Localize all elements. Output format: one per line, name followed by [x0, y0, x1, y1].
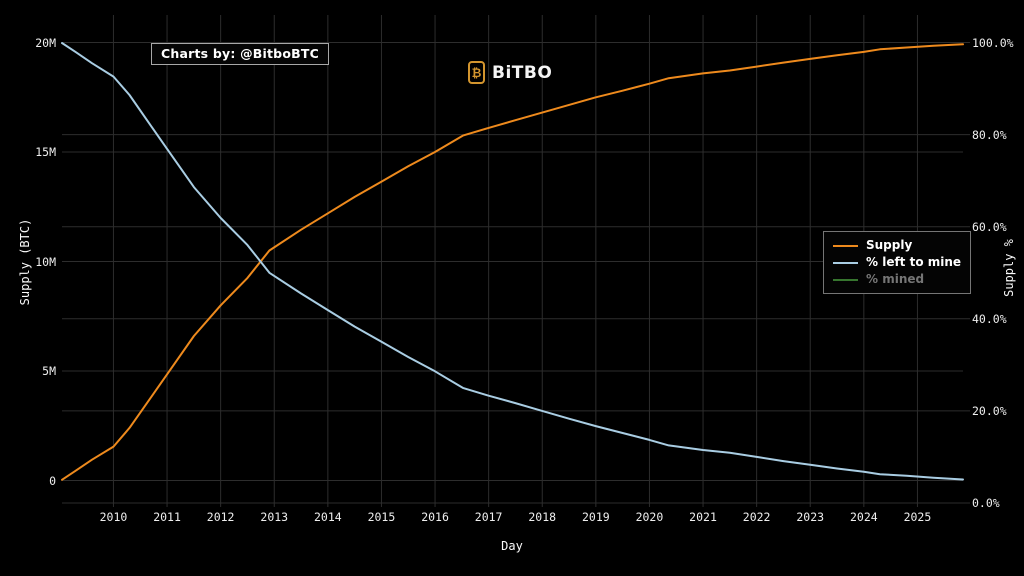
right-axis-tick-label: 40.0% — [972, 311, 1007, 326]
x-axis-tick-label: 2010 — [99, 510, 128, 524]
right-axis-tick-label: 0.0% — [972, 496, 1000, 510]
legend-item--mined[interactable]: % mined — [833, 271, 961, 288]
attribution-badge: Charts by: @BitboBTC — [151, 43, 329, 65]
x-axis-tick-label: 2022 — [742, 510, 771, 524]
legend-item--left-to-mine[interactable]: % left to mine — [833, 254, 961, 271]
left-axis-tick-label: 20M — [35, 35, 56, 50]
x-axis-tick-label: 2016 — [421, 510, 449, 524]
x-axis-title: Day — [501, 539, 523, 553]
chart-legend: Supply % left to mine % mined — [823, 231, 972, 294]
right-axis-tick-label: 60.0% — [972, 219, 1007, 234]
legend-label: % left to mine — [866, 255, 962, 269]
left-axis-tick-label: 0 — [49, 473, 56, 488]
x-axis-tick-label: 2015 — [367, 510, 396, 524]
x-axis-tick-label: 2025 — [903, 510, 932, 524]
legend-swatch — [833, 261, 858, 264]
right-axis-tick-label: 80.0% — [972, 127, 1007, 142]
legend-swatch — [833, 244, 858, 247]
x-axis-tick-label: 2021 — [689, 510, 717, 524]
legend-item-supply[interactable]: Supply — [833, 237, 961, 254]
x-axis-tick-label: 2014 — [313, 510, 342, 524]
x-axis-tick-label: 2024 — [849, 510, 878, 524]
series-line--left-to-mine — [61, 42, 964, 481]
legend-label: Supply — [866, 238, 913, 252]
right-axis-title: Supply % — [1002, 239, 1016, 297]
x-axis-tick-label: 2017 — [474, 510, 503, 524]
left-axis-tick-label: 5M — [42, 364, 56, 378]
x-axis-tick-label: 2019 — [581, 510, 610, 524]
x-axis-tick-label: 2020 — [635, 510, 664, 524]
x-axis-tick-label: 2023 — [796, 510, 825, 524]
left-axis-tick-label: 15M — [35, 145, 56, 159]
x-axis-tick-label: 2013 — [260, 510, 289, 524]
bitcoin-b-icon: ₿ — [468, 61, 485, 84]
right-axis-tick-label: 100.0% — [972, 35, 1014, 50]
legend-swatch — [833, 278, 858, 281]
bitbo-logo-text: BiTBO — [492, 62, 553, 83]
series-line-supply — [61, 43, 964, 481]
legend-label: % mined — [866, 272, 925, 286]
x-axis-tick-label: 2012 — [206, 510, 235, 524]
left-axis-tick-label: 10M — [35, 254, 56, 269]
x-axis-tick-label: 2018 — [528, 510, 557, 524]
x-axis-tick-label: 2011 — [153, 510, 181, 524]
right-axis-tick-label: 20.0% — [972, 403, 1007, 418]
bitbo-logo: ₿ BiTBO — [468, 61, 552, 84]
left-axis-title: Supply (BTC) — [18, 218, 32, 306]
